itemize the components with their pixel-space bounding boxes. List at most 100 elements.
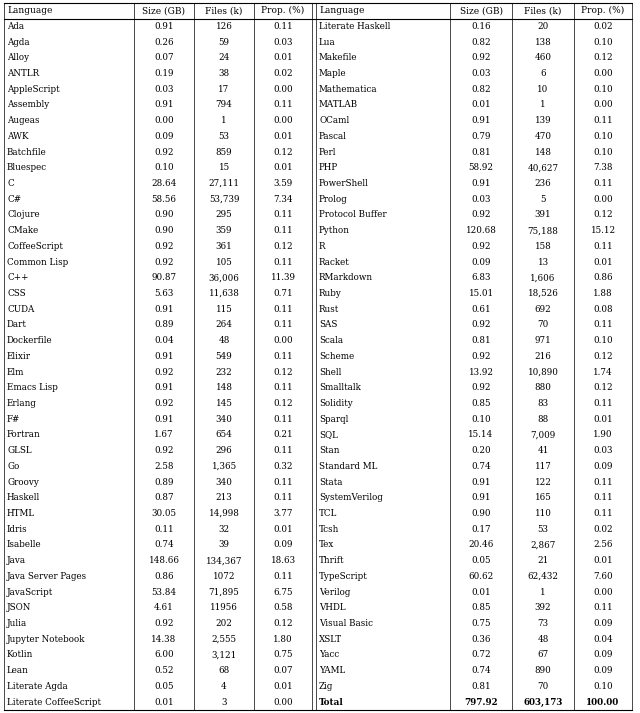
Text: 0.81: 0.81 [471, 148, 491, 157]
Text: 654: 654 [216, 431, 232, 439]
Text: Elm: Elm [7, 368, 24, 376]
Text: 340: 340 [216, 415, 232, 424]
Text: 1,606: 1,606 [531, 273, 556, 282]
Text: 0.91: 0.91 [471, 493, 491, 503]
Text: 213: 213 [216, 493, 232, 503]
Text: TypeScript: TypeScript [319, 572, 368, 581]
Text: 202: 202 [216, 619, 232, 628]
Text: SAS: SAS [319, 320, 337, 329]
Text: 0.03: 0.03 [154, 85, 173, 93]
Text: Assembly: Assembly [7, 101, 49, 110]
Text: 0.01: 0.01 [273, 525, 293, 534]
Text: 1.67: 1.67 [154, 431, 174, 439]
Text: 0.19: 0.19 [154, 69, 173, 78]
Text: 0.01: 0.01 [273, 682, 293, 691]
Text: 18.63: 18.63 [271, 556, 296, 565]
Text: 971: 971 [534, 337, 552, 345]
Text: R: R [319, 242, 326, 251]
Text: 122: 122 [534, 478, 552, 487]
Text: 0.11: 0.11 [273, 22, 293, 31]
Text: C: C [7, 179, 13, 188]
Text: 0.01: 0.01 [154, 697, 174, 707]
Text: 0.92: 0.92 [471, 352, 491, 361]
Text: Stan: Stan [319, 446, 339, 455]
Text: 0.82: 0.82 [471, 38, 491, 46]
Text: 0.74: 0.74 [154, 540, 174, 550]
Text: JavaScript: JavaScript [7, 588, 53, 597]
Text: 1.90: 1.90 [593, 431, 612, 439]
Text: Perl: Perl [319, 148, 337, 157]
Text: 216: 216 [534, 352, 552, 361]
Text: 0.92: 0.92 [154, 257, 173, 267]
Text: Visual Basic: Visual Basic [319, 619, 373, 628]
Text: 0.00: 0.00 [593, 101, 613, 110]
Text: 7,009: 7,009 [531, 431, 556, 439]
Text: 15: 15 [218, 163, 230, 173]
Text: 0.92: 0.92 [471, 384, 491, 392]
Text: 0.92: 0.92 [154, 399, 173, 408]
Text: Dart: Dart [7, 320, 27, 329]
Text: 3.77: 3.77 [273, 509, 292, 518]
Text: 0.74: 0.74 [471, 462, 491, 471]
Text: Standard ML: Standard ML [319, 462, 378, 471]
Text: 59: 59 [218, 38, 230, 46]
Text: 0.03: 0.03 [471, 195, 491, 204]
Text: 110: 110 [534, 509, 552, 518]
Text: Alloy: Alloy [7, 53, 29, 62]
Text: 0.01: 0.01 [593, 556, 613, 565]
Text: 2.56: 2.56 [593, 540, 612, 550]
Text: 0.10: 0.10 [593, 85, 613, 93]
Text: 70: 70 [538, 320, 548, 329]
Text: 6: 6 [540, 69, 546, 78]
Text: 139: 139 [534, 116, 551, 125]
Text: 361: 361 [216, 242, 232, 251]
Text: 0.08: 0.08 [593, 304, 613, 314]
Text: Common Lisp: Common Lisp [7, 257, 68, 267]
Text: 0.01: 0.01 [273, 163, 293, 173]
Text: 17: 17 [218, 85, 230, 93]
Text: 0.01: 0.01 [273, 53, 293, 62]
Text: Batchfile: Batchfile [7, 148, 47, 157]
Text: 0.75: 0.75 [273, 650, 292, 660]
Text: 0.90: 0.90 [471, 509, 491, 518]
Text: 0.11: 0.11 [593, 478, 613, 487]
Text: 0.01: 0.01 [471, 588, 491, 597]
Text: 0.10: 0.10 [593, 38, 613, 46]
Text: Zig: Zig [319, 682, 333, 691]
Text: Protocol Buffer: Protocol Buffer [319, 210, 387, 220]
Text: 0.09: 0.09 [154, 132, 173, 141]
Text: 0.09: 0.09 [273, 540, 292, 550]
Text: 71,895: 71,895 [209, 588, 239, 597]
Text: 0.07: 0.07 [154, 53, 174, 62]
Text: 6.83: 6.83 [471, 273, 491, 282]
Text: 7.60: 7.60 [593, 572, 613, 581]
Text: SystemVerilog: SystemVerilog [319, 493, 383, 503]
Text: 296: 296 [216, 446, 232, 455]
Text: Prop. (%): Prop. (%) [261, 6, 305, 16]
Text: 11,638: 11,638 [209, 289, 239, 298]
Text: CoffeeScript: CoffeeScript [7, 242, 63, 251]
Text: 1: 1 [221, 116, 227, 125]
Text: Smalltalk: Smalltalk [319, 384, 361, 392]
Text: 0.36: 0.36 [471, 635, 491, 644]
Text: GLSL: GLSL [7, 446, 31, 455]
Text: 0.04: 0.04 [154, 337, 174, 345]
Text: 0.72: 0.72 [471, 650, 491, 660]
Text: PHP: PHP [319, 163, 338, 173]
Text: 20: 20 [538, 22, 548, 31]
Text: Scala: Scala [319, 337, 343, 345]
Text: 105: 105 [216, 257, 232, 267]
Text: 39: 39 [218, 540, 230, 550]
Text: 0.11: 0.11 [273, 101, 293, 110]
Text: AppleScript: AppleScript [7, 85, 60, 93]
Text: 53: 53 [218, 132, 230, 141]
Text: 0.12: 0.12 [273, 242, 293, 251]
Text: Tex: Tex [319, 540, 334, 550]
Text: 0.92: 0.92 [471, 242, 491, 251]
Text: 392: 392 [534, 603, 551, 612]
Text: Language: Language [7, 6, 52, 15]
Text: Elixir: Elixir [7, 352, 31, 361]
Text: XSLT: XSLT [319, 635, 342, 644]
Text: 88: 88 [538, 415, 548, 424]
Text: 0.09: 0.09 [593, 619, 612, 628]
